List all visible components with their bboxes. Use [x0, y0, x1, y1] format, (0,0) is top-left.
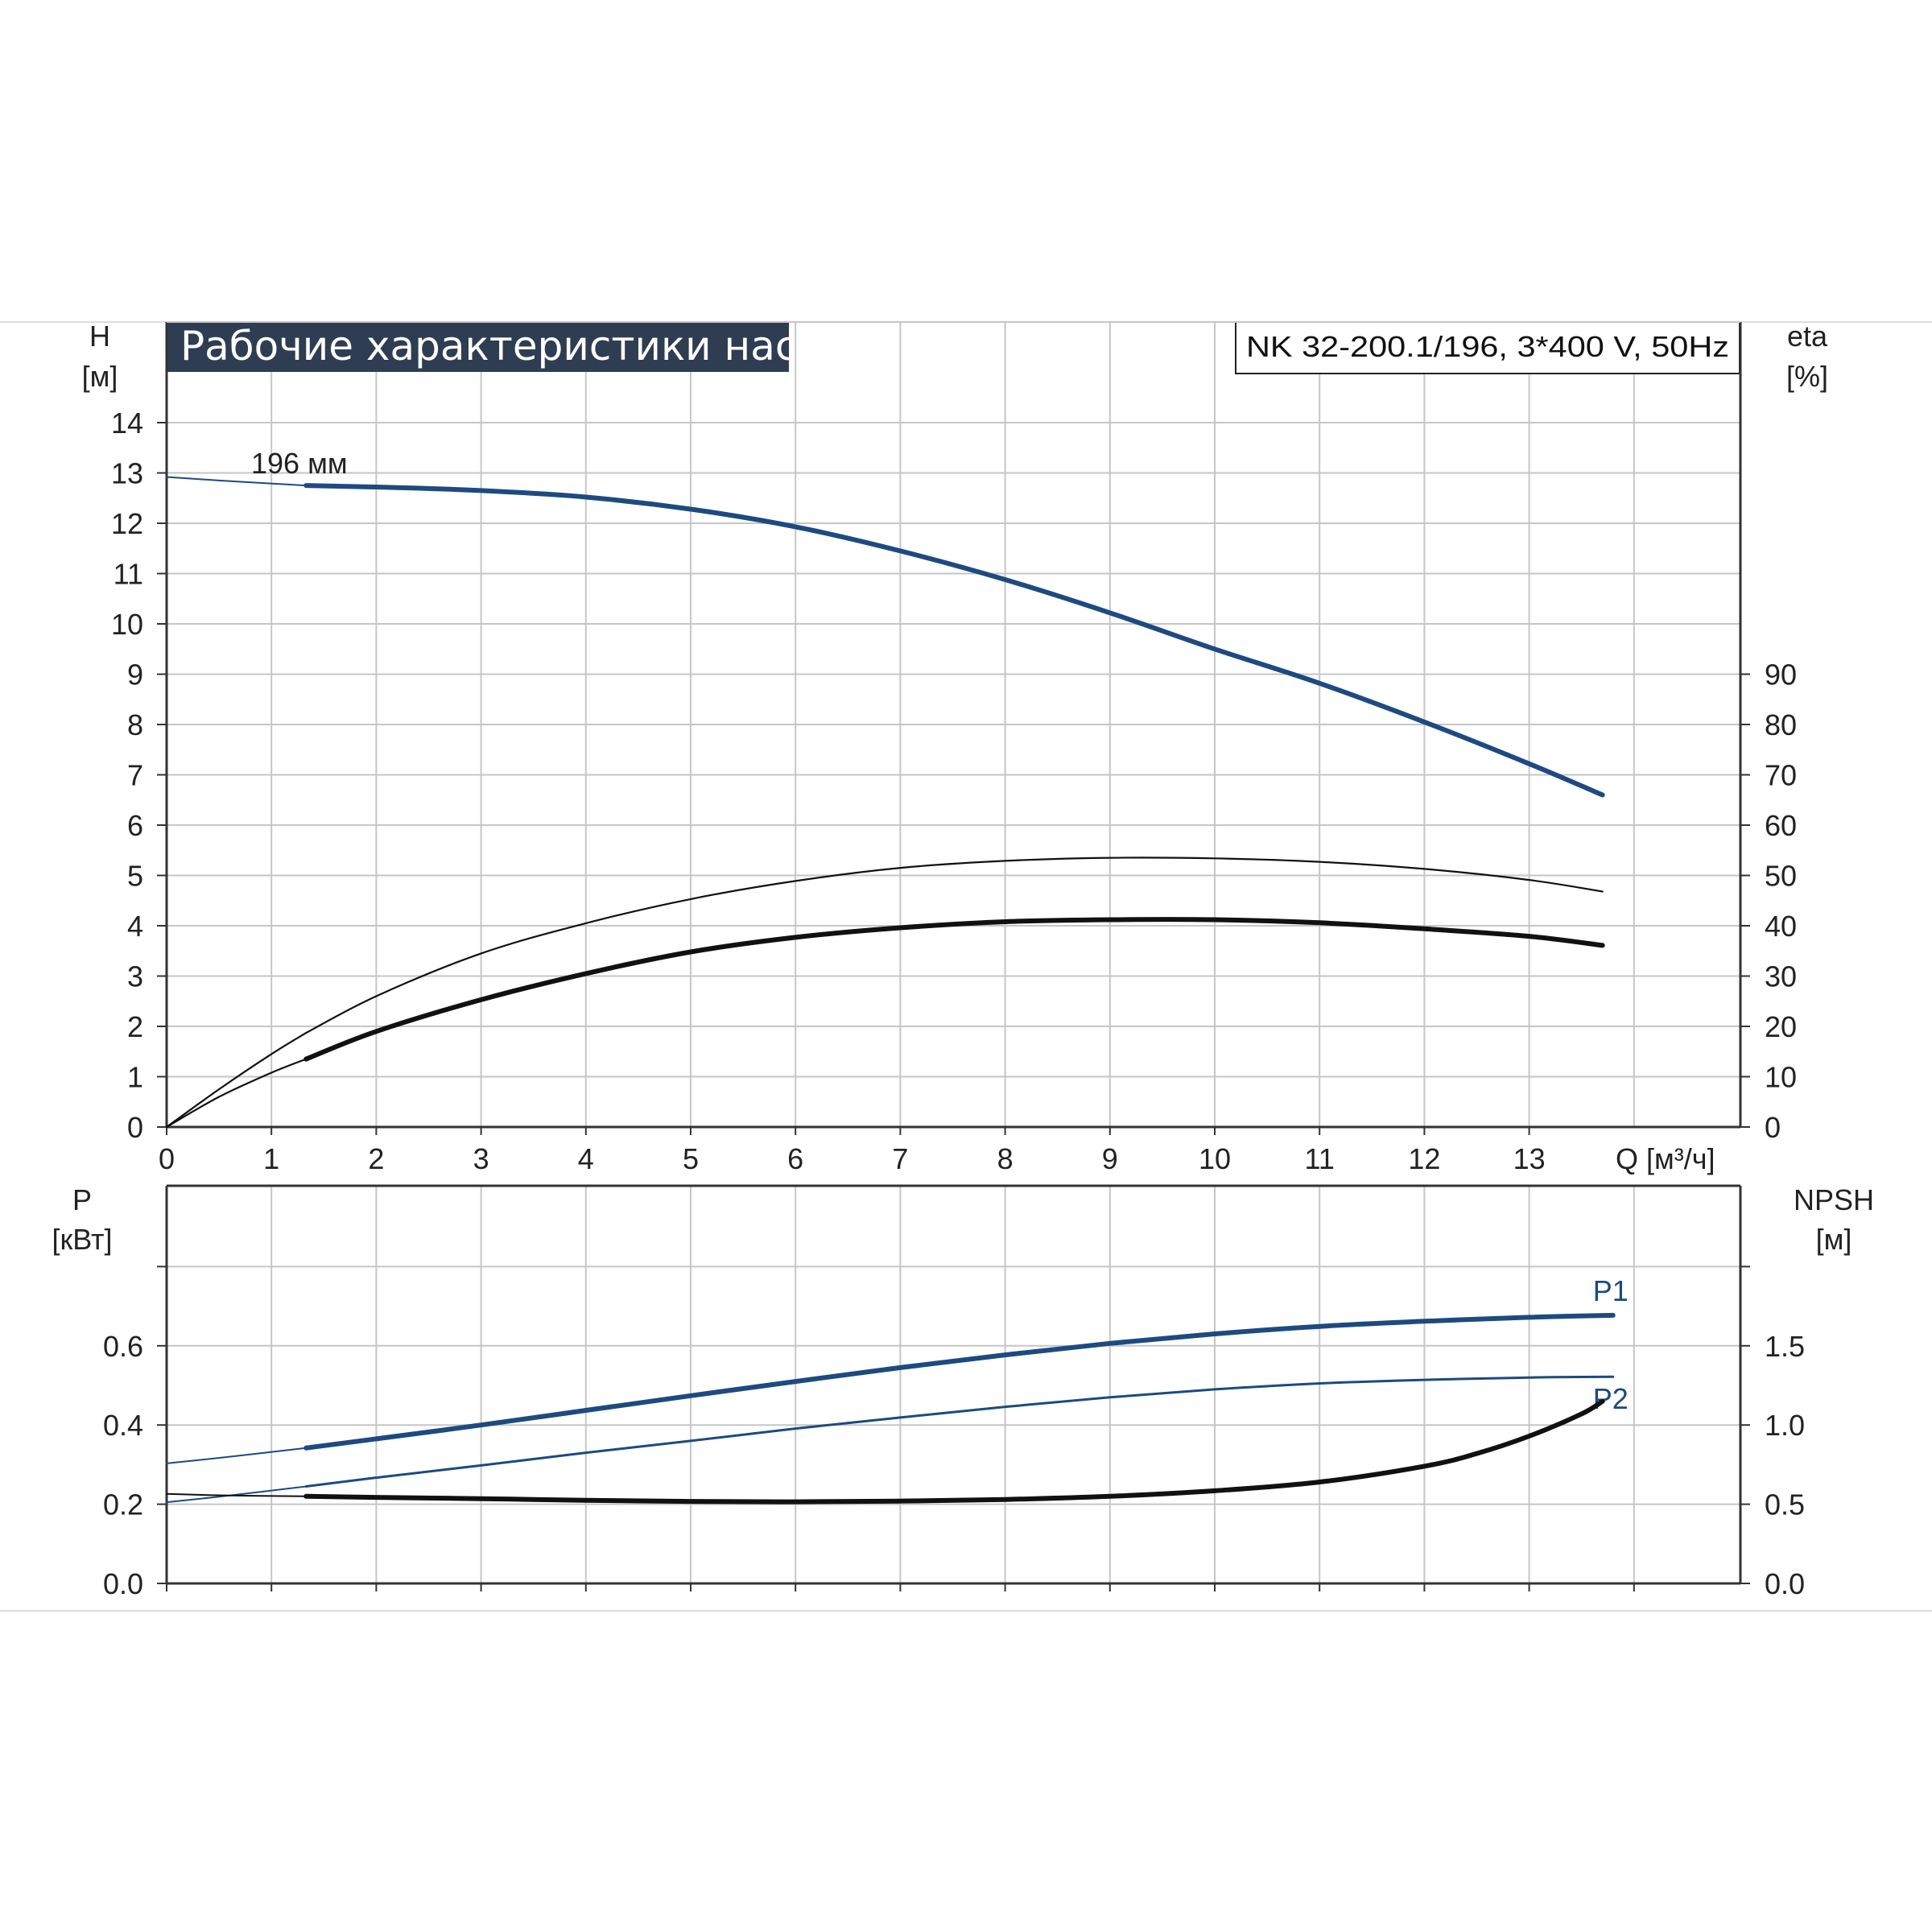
power-tick-label-0.4: 0.4 [103, 1409, 143, 1442]
bottom-chart-grid [167, 1186, 1740, 1583]
power-axis-title: P [72, 1183, 92, 1216]
bottom-series-p1-1 [303, 1312, 1616, 1451]
x-tick-label-3: 3 [473, 1142, 489, 1175]
x-tick-label-11: 11 [1305, 1142, 1335, 1175]
h-tick-label-0: 0 [127, 1111, 143, 1144]
power-tick-label-0.0: 0.0 [103, 1567, 143, 1600]
chart-title: Рабочие характеристики насоса [180, 323, 869, 369]
eta-tick-label-20: 20 [1765, 1010, 1797, 1043]
h-tick-label-7: 7 [127, 759, 143, 792]
h-tick-label-10: 10 [111, 608, 143, 641]
y-right-title-eta: eta [1787, 320, 1828, 353]
h-tick-label-3: 3 [127, 960, 143, 993]
y-left-title-h: H [89, 320, 110, 353]
bottom-chart-curves: P1 P2 [166, 1274, 1629, 1505]
npsh-axis-title: NPSH [1794, 1183, 1874, 1216]
x-tick-label-13: 13 [1513, 1142, 1546, 1175]
npsh-axis-unit: [м] [1816, 1223, 1852, 1256]
h-tick-label-9: 9 [127, 658, 143, 691]
npsh-tick-label-0.0: 0.0 [1765, 1567, 1805, 1600]
top-series-eta-thin-3 [305, 857, 1604, 1034]
x-tick-label-1: 1 [263, 1142, 279, 1175]
top-series-head-1 [303, 483, 1605, 798]
bottom-series-npsh-extension-4 [166, 1492, 308, 1497]
eta-tick-label-90: 90 [1765, 658, 1797, 691]
h-tick-label-14: 14 [111, 407, 143, 440]
h-tick-label-11: 11 [114, 558, 143, 591]
h-tick-label-2: 2 [127, 1010, 143, 1043]
top-series-eta-thick-5 [303, 917, 1605, 1062]
model-label: NK 32-200.1/196, 3*400 V, 50Hz [1246, 330, 1729, 363]
x-tick-label-9: 9 [1102, 1142, 1118, 1175]
bottom-series-npsh-5 [303, 1398, 1605, 1505]
eta-tick-label-60: 60 [1765, 809, 1797, 842]
bottom-series-p1-extension-0 [166, 1447, 308, 1464]
eta-tick-label-80: 80 [1765, 708, 1797, 741]
h-tick-label-5: 5 [127, 860, 143, 893]
top-series-head-extension-0 [166, 476, 308, 487]
power-tick-label-0.2: 0.2 [103, 1488, 143, 1521]
power-axis-unit: [кВт] [52, 1223, 112, 1256]
h-tick-label-6: 6 [127, 809, 143, 842]
npsh-tick-label-1.5: 1.5 [1765, 1330, 1805, 1363]
y-right-unit-percent: [%] [1786, 360, 1828, 393]
title-bar [166, 322, 789, 372]
x-tick-label-12: 12 [1408, 1142, 1440, 1175]
eta-tick-label-70: 70 [1765, 759, 1797, 792]
h-tick-label-1: 1 [127, 1061, 143, 1094]
h-tick-label-13: 13 [111, 457, 143, 490]
top-series-eta-thin-4 [165, 1058, 308, 1129]
series-label-p1: P1 [1593, 1274, 1629, 1307]
x-tick-label-4: 4 [578, 1142, 594, 1175]
x-tick-label-2: 2 [368, 1142, 384, 1175]
x-tick-label-7: 7 [892, 1142, 908, 1175]
x-tick-label-8: 8 [997, 1142, 1013, 1175]
x-tick-label-6: 6 [787, 1142, 803, 1175]
x-tick-label-5: 5 [683, 1142, 699, 1175]
x-axis-title: Q [м³/ч] [1616, 1142, 1715, 1175]
top-chart-curves [165, 476, 1605, 1129]
h-tick-label-8: 8 [127, 708, 143, 741]
impeller-diameter-label: 196 мм [251, 447, 348, 480]
bottom-series-p2-3 [304, 1375, 1615, 1488]
npsh-tick-label-1.0: 1.0 [1765, 1409, 1805, 1442]
bottom-chart-axes: 0.0 0.2 0.4 0.6 0.0 0.5 1.0 1.5 [103, 1184, 1805, 1600]
eta-tick-label-0: 0 [1765, 1111, 1781, 1144]
x-tick-label-10: 10 [1199, 1142, 1231, 1175]
model-box [1235, 321, 1740, 374]
top-series-eta-thin-2 [165, 1032, 308, 1129]
npsh-tick-label-0.5: 0.5 [1765, 1488, 1805, 1521]
y-left-unit-m: [м] [82, 360, 118, 393]
x-tick-label-0: 0 [159, 1142, 175, 1175]
h-tick-label-4: 4 [127, 910, 143, 943]
eta-tick-label-10: 10 [1765, 1061, 1797, 1094]
power-tick-label-0.6: 0.6 [103, 1330, 143, 1363]
eta-tick-label-40: 40 [1765, 910, 1797, 943]
top-chart-axes: 0 1 2 3 4 5 6 7 8 9 10 11 12 130123456789101112131401… [111, 321, 1797, 1175]
eta-tick-label-50: 50 [1765, 860, 1797, 893]
h-tick-label-12: 12 [111, 507, 143, 540]
top-chart-grid [167, 322, 1740, 1127]
eta-tick-label-30: 30 [1765, 960, 1797, 993]
series-label-p2: P2 [1593, 1382, 1629, 1415]
